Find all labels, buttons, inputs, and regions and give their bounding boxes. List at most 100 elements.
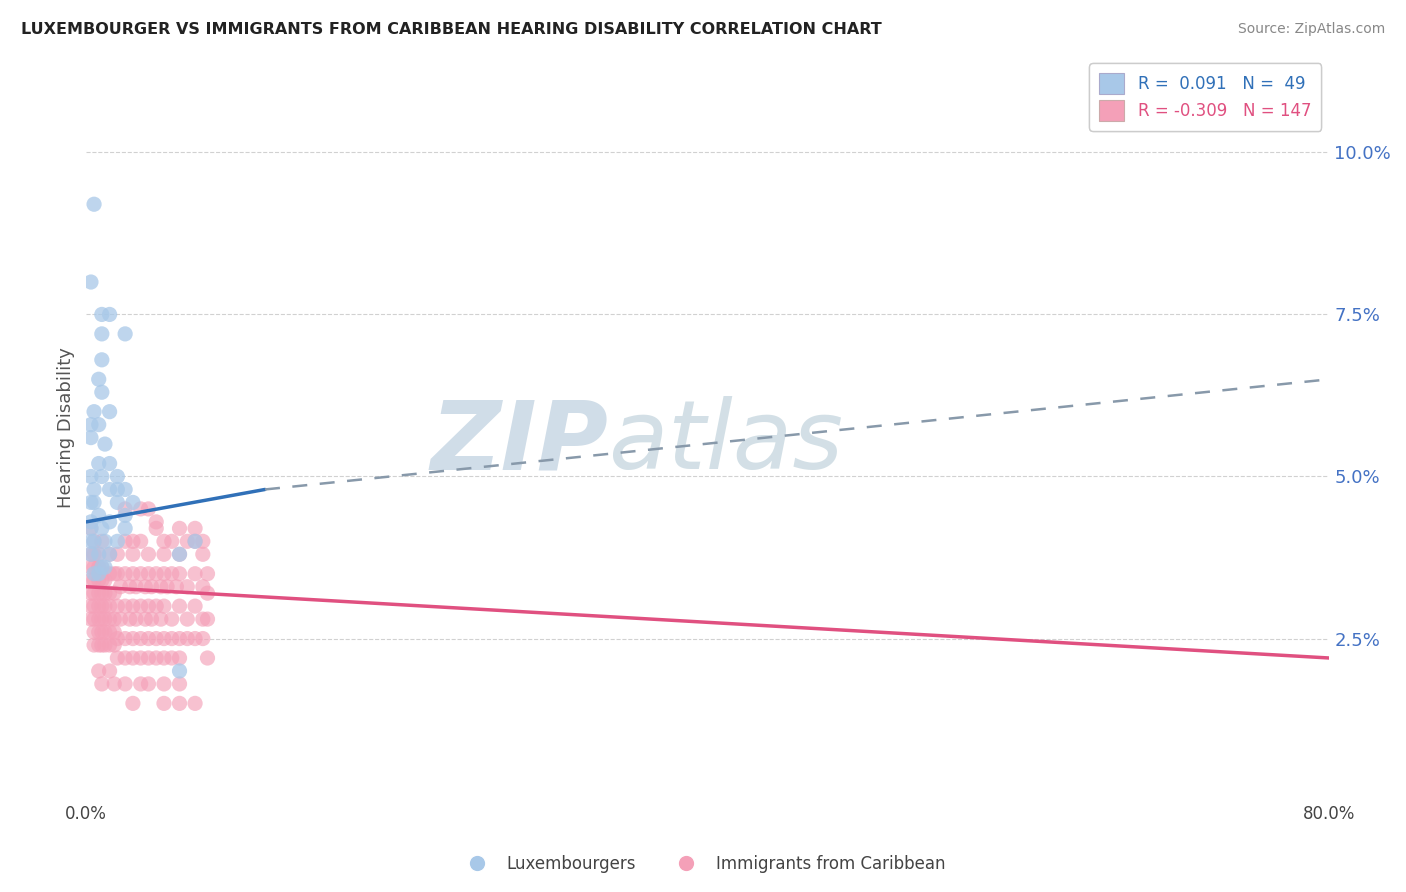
Point (87, 612, 110, 626)
Point (160, 534, 183, 549)
Point (80, 547, 103, 561)
Point (122, 495, 145, 509)
Point (169, 632, 191, 646)
Point (98, 483, 121, 497)
Point (80, 275, 103, 289)
Point (129, 677, 152, 691)
Point (98, 308, 121, 322)
Point (122, 632, 145, 646)
Point (153, 599, 176, 614)
Point (98, 625, 121, 640)
Point (105, 599, 128, 614)
Point (94, 612, 117, 626)
Point (138, 599, 160, 614)
Point (156, 580, 179, 594)
Point (87, 560, 110, 574)
Point (145, 651, 167, 665)
Point (87, 457, 110, 471)
Point (184, 697, 207, 711)
Point (160, 612, 183, 626)
Point (90, 534, 112, 549)
Point (94, 573, 117, 587)
Point (125, 612, 148, 626)
Point (90, 573, 112, 587)
Point (134, 580, 156, 594)
Point (134, 612, 156, 626)
Point (184, 534, 207, 549)
Point (105, 547, 128, 561)
Point (110, 580, 132, 594)
Point (122, 547, 145, 561)
Point (94, 599, 117, 614)
Point (90, 638, 112, 652)
Point (145, 521, 167, 535)
Point (83, 405, 105, 419)
Point (94, 534, 117, 549)
Point (83, 534, 105, 549)
Point (122, 599, 145, 614)
Point (125, 580, 148, 594)
Point (191, 547, 214, 561)
Point (87, 599, 110, 614)
Point (87, 638, 110, 652)
Point (138, 566, 160, 581)
Point (90, 625, 112, 640)
Text: Source: ZipAtlas.com: Source: ZipAtlas.com (1237, 22, 1385, 37)
Point (98, 547, 121, 561)
Point (90, 599, 112, 614)
Point (191, 632, 214, 646)
Point (191, 534, 214, 549)
Point (80, 547, 103, 561)
Point (191, 612, 214, 626)
Point (105, 483, 128, 497)
Point (98, 612, 121, 626)
Point (129, 534, 152, 549)
Text: ZIP: ZIP (430, 396, 609, 490)
Point (114, 534, 136, 549)
Point (94, 625, 117, 640)
Point (80, 515, 103, 529)
Point (80, 495, 103, 509)
Point (114, 502, 136, 516)
Point (169, 697, 191, 711)
Point (83, 547, 105, 561)
Point (90, 560, 112, 574)
Legend: Luxembourgers, Immigrants from Caribbean: Luxembourgers, Immigrants from Caribbean (454, 848, 952, 880)
Point (83, 573, 105, 587)
Point (83, 495, 105, 509)
Point (80, 560, 103, 574)
Point (87, 573, 110, 587)
Point (105, 469, 128, 483)
Point (103, 566, 125, 581)
Point (141, 612, 163, 626)
Point (98, 566, 121, 581)
Point (94, 638, 117, 652)
Point (83, 612, 105, 626)
Point (114, 632, 136, 646)
Point (145, 515, 167, 529)
Point (184, 566, 207, 581)
Point (87, 508, 110, 523)
Point (105, 651, 128, 665)
Point (160, 566, 183, 581)
Point (103, 638, 125, 652)
Point (87, 372, 110, 386)
Point (80, 417, 103, 432)
Point (129, 566, 152, 581)
Point (122, 651, 145, 665)
Point (80, 599, 103, 614)
Point (145, 566, 167, 581)
Point (176, 534, 198, 549)
Point (80, 573, 103, 587)
Point (103, 677, 125, 691)
Point (83, 534, 105, 549)
Point (83, 599, 105, 614)
Point (169, 547, 191, 561)
Point (114, 326, 136, 341)
Point (90, 469, 112, 483)
Point (94, 560, 117, 574)
Point (87, 547, 110, 561)
Point (90, 521, 112, 535)
Point (114, 566, 136, 581)
Point (114, 483, 136, 497)
